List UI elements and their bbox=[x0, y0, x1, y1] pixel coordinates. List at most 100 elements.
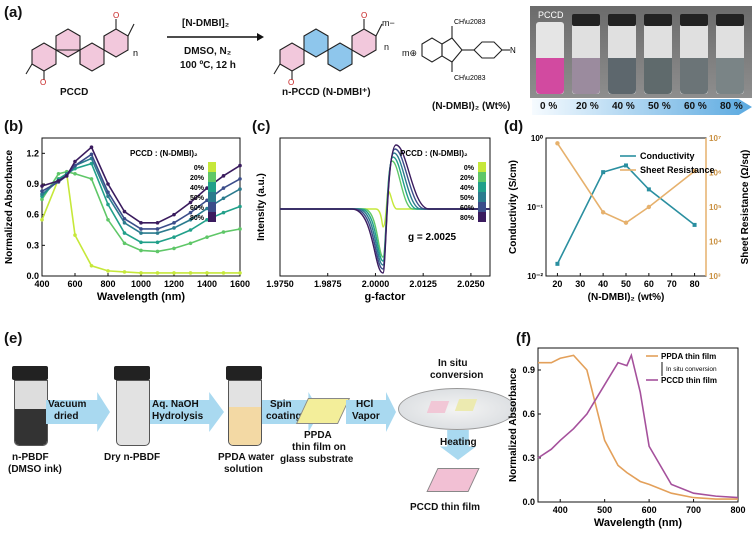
data-point bbox=[40, 197, 44, 202]
chart-f: 400 500 600 700 800 0.0 0.3 0.6 0.9 Wavelength (n… bbox=[508, 347, 746, 529]
step4-line2: Vapor bbox=[352, 411, 380, 422]
legend-entry: 50% bbox=[190, 195, 205, 202]
data-point bbox=[89, 161, 94, 166]
x-tick-label: 600 bbox=[642, 505, 657, 515]
svg-text:CH\u2083: CH\u2083 bbox=[454, 19, 486, 26]
data-point bbox=[188, 210, 193, 215]
data-point bbox=[122, 209, 127, 214]
data-point bbox=[139, 248, 143, 253]
photo-pccd-label: PCCD bbox=[538, 10, 564, 20]
vial1-line1: n-PBDF bbox=[12, 452, 49, 463]
y-tick-label: 0.9 bbox=[522, 365, 535, 375]
legend-entry: 50% bbox=[460, 195, 475, 202]
data-point bbox=[56, 179, 61, 183]
y-tick-label: 1.2 bbox=[26, 148, 39, 158]
legend-entry: 40% bbox=[190, 185, 205, 192]
film1-line1: PPDA bbox=[304, 430, 332, 441]
pccd-structure: O O n bbox=[25, 11, 138, 85]
x-tick-label: 1000 bbox=[131, 279, 151, 289]
data-point bbox=[73, 163, 77, 168]
data-point bbox=[155, 227, 160, 231]
data-point bbox=[188, 271, 193, 275]
g-annotation: g = 2.0025 bbox=[408, 232, 457, 243]
data-point bbox=[238, 271, 242, 275]
epr-trace-80% bbox=[280, 144, 490, 274]
y-tick-label: 0.3 bbox=[522, 453, 535, 463]
legend-entry: 0% bbox=[194, 165, 205, 172]
vial-40 bbox=[608, 14, 636, 94]
data-point bbox=[205, 198, 209, 203]
legend-swatch bbox=[208, 202, 216, 212]
x-tick-label: 400 bbox=[34, 279, 49, 289]
data-point bbox=[188, 217, 193, 222]
data-point bbox=[139, 231, 143, 235]
svg-text:O: O bbox=[113, 11, 119, 20]
y-axis-label: Normalized Absorbance bbox=[508, 368, 519, 483]
legend-entry: 80% bbox=[190, 215, 205, 222]
x-tick-label: 2.0000 bbox=[362, 279, 390, 289]
legend-swatch bbox=[208, 212, 216, 222]
vial2-line1: Dry n-PBDF bbox=[104, 452, 161, 463]
legend-entry: 20% bbox=[460, 175, 475, 182]
y2-axis-label: Sheet Resistance (Ω/sq) bbox=[740, 150, 751, 265]
data-point bbox=[122, 221, 127, 225]
y2-tick-label: 10⁴ bbox=[709, 238, 722, 247]
data-point bbox=[40, 217, 44, 222]
x-axis-label: (N-DMBI)₂ (wt%) bbox=[588, 292, 665, 303]
conductivity-point bbox=[692, 222, 697, 227]
wt-tick: 20 % bbox=[576, 101, 599, 112]
wt-gradient-arrow bbox=[532, 99, 752, 115]
legend-swatch bbox=[478, 192, 486, 202]
data-point bbox=[155, 271, 160, 275]
svg-text:N: N bbox=[510, 46, 516, 55]
legend-entry: 40% bbox=[460, 185, 475, 192]
wt-tick: 0 % bbox=[540, 101, 558, 112]
step4-line1: HCl bbox=[356, 399, 374, 410]
data-point bbox=[155, 240, 160, 245]
data-point bbox=[172, 246, 176, 251]
data-point bbox=[238, 187, 242, 191]
n-pccd-label: n-PCCD (N-DMBI⁺) bbox=[282, 87, 371, 98]
x-tick-label: 400 bbox=[553, 505, 568, 515]
sheet-resistance-point bbox=[646, 204, 652, 210]
y2-tick-label: 10³ bbox=[709, 272, 721, 281]
y-tick-label: 0.0 bbox=[522, 497, 535, 507]
legend-swatch bbox=[208, 192, 216, 202]
data-point bbox=[238, 227, 242, 231]
data-point bbox=[221, 174, 226, 178]
x-tick-label: 30 bbox=[575, 279, 585, 289]
data-point bbox=[172, 226, 176, 230]
legend-entry: In situ conversion bbox=[666, 366, 717, 373]
data-point bbox=[155, 231, 160, 235]
vial-80 bbox=[716, 14, 744, 94]
data-point bbox=[155, 249, 160, 254]
petri-dish bbox=[398, 388, 516, 430]
legend-swatch bbox=[208, 182, 216, 192]
svg-text:n: n bbox=[133, 48, 138, 58]
data-point bbox=[188, 200, 193, 205]
reaction-arrow bbox=[167, 33, 264, 41]
y-tick-label: 10⁻¹ bbox=[527, 203, 543, 212]
x-axis-label: g-factor bbox=[365, 291, 407, 303]
y-tick-label: 0.6 bbox=[522, 409, 535, 419]
data-point bbox=[172, 235, 176, 239]
pccd-label: PCCD bbox=[60, 87, 89, 98]
y-tick-label: 0.3 bbox=[26, 240, 39, 250]
data-point bbox=[221, 230, 226, 234]
y2-tick-label: 10⁷ bbox=[709, 134, 721, 143]
data-point bbox=[40, 184, 44, 188]
panel-f-label: (f) bbox=[516, 330, 531, 347]
legend-entry: 80% bbox=[460, 215, 475, 222]
vial-50 bbox=[644, 14, 672, 94]
panel-e-label: (e) bbox=[4, 330, 23, 347]
legend-entry: Sheet Resistance bbox=[640, 165, 715, 175]
final-label: PCCD thin film bbox=[410, 502, 480, 513]
data-point bbox=[106, 182, 110, 186]
y-tick-label: 0.9 bbox=[26, 179, 39, 189]
vial-60 bbox=[680, 14, 708, 94]
series-line-PPDA thin film bbox=[538, 354, 738, 500]
data-point bbox=[172, 221, 176, 225]
step1-line2: dried bbox=[54, 411, 79, 422]
x-tick-label: 1.9875 bbox=[314, 279, 342, 289]
chart-b: 400 600 800 1000 1200 1400 1600 0.0 0.3 0.6 0.9 1.2… bbox=[4, 137, 250, 303]
